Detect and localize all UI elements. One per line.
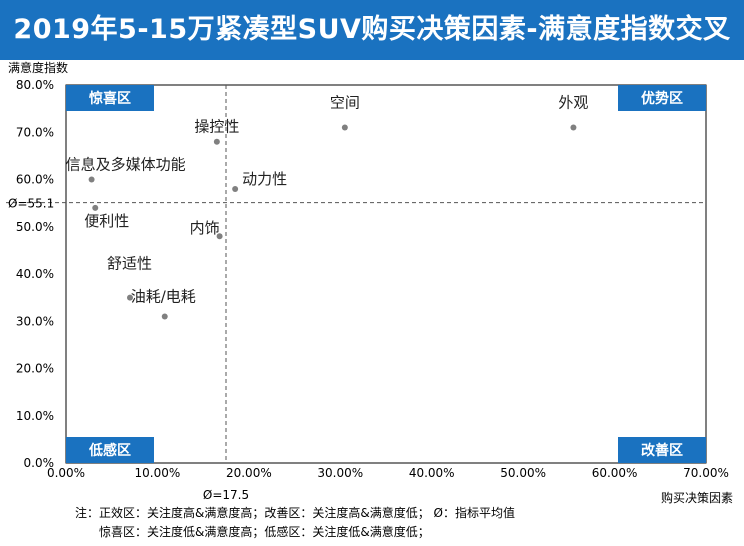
- quadrant-badge-top-left: [66, 85, 154, 111]
- y-tick-label: 20.0%: [16, 362, 54, 376]
- plot-area-border: [65, 84, 707, 464]
- x-tick-label: 10.00%: [135, 466, 181, 480]
- page-title: 2019年5-15万紧凑型SUV购买决策因素-满意度指数交叉分析: [13, 14, 731, 105]
- quadrant-badge-top-right: [618, 85, 706, 111]
- title-bar: [0, 0, 744, 60]
- y-tick-label: 80.0%: [16, 78, 54, 92]
- y-tick-label: 60.0%: [16, 173, 54, 187]
- x-tick-label: 50.00%: [500, 466, 546, 480]
- x-tick-label: 20.00%: [226, 466, 272, 480]
- x-mean-label: Ø=17.5: [203, 488, 249, 502]
- data-point-label: 空间: [330, 94, 360, 112]
- data-point-label: 操控性: [194, 118, 239, 136]
- data-point: [127, 294, 133, 301]
- footer-note-2: 惊喜区：关注度低&满意度高；低感区：关注度低&满意度低；: [99, 524, 430, 539]
- quadrant-label-bottom-right: 改善区: [641, 442, 683, 459]
- footer-note-1: 注：正效区：关注度高&满意度高；改善区：关注度高&满意度低； Ø：指标平均值: [75, 505, 515, 520]
- data-point: [92, 204, 99, 211]
- x-tick-label: 0.00%: [47, 466, 85, 480]
- x-tick-label: 30.00%: [317, 466, 363, 480]
- data-point: [341, 124, 348, 131]
- x-axis-title: 购买决策因素: [661, 490, 733, 505]
- quadrant-label-top-right: 优势区: [641, 90, 683, 107]
- y-axis-title: 满意度指数: [8, 60, 68, 75]
- y-tick-label: 10.0%: [16, 409, 54, 423]
- data-point: [570, 124, 577, 131]
- y-tick-label: 70.0%: [16, 125, 54, 139]
- data-point-label: 动力性: [242, 170, 287, 188]
- quadrant-badge-bottom-right: [618, 437, 706, 463]
- data-point: [232, 185, 239, 192]
- y-tick-label: 30.0%: [16, 314, 54, 328]
- quadrant-label-bottom-left: 低感区: [88, 442, 131, 459]
- y-tick-label: 40.0%: [16, 267, 54, 281]
- y-tick-label: 50.0%: [16, 220, 54, 234]
- data-point: [88, 176, 95, 183]
- y-tick-label: 0.0%: [24, 456, 55, 470]
- data-point-label: 内饰: [190, 219, 220, 237]
- data-point: [213, 138, 220, 145]
- x-tick-label: 40.00%: [409, 466, 455, 480]
- data-point-label: 便利性: [84, 212, 129, 230]
- x-tick-label: 60.00%: [592, 466, 638, 480]
- data-point-label: 舒适性: [107, 255, 152, 273]
- data-point: [161, 313, 168, 320]
- quadrant-badge-bottom-left: [66, 437, 154, 463]
- quadrant-label-top-left: 惊喜区: [88, 90, 131, 107]
- data-point-label: 信息及多媒体功能: [66, 156, 186, 174]
- data-point: [216, 233, 223, 240]
- data-point-label: 外观: [558, 94, 588, 112]
- data-point-label: 油耗/电耗: [131, 288, 196, 306]
- y-mean-label: Ø=55.1: [8, 197, 54, 211]
- x-tick-label: 70.00%: [683, 466, 729, 480]
